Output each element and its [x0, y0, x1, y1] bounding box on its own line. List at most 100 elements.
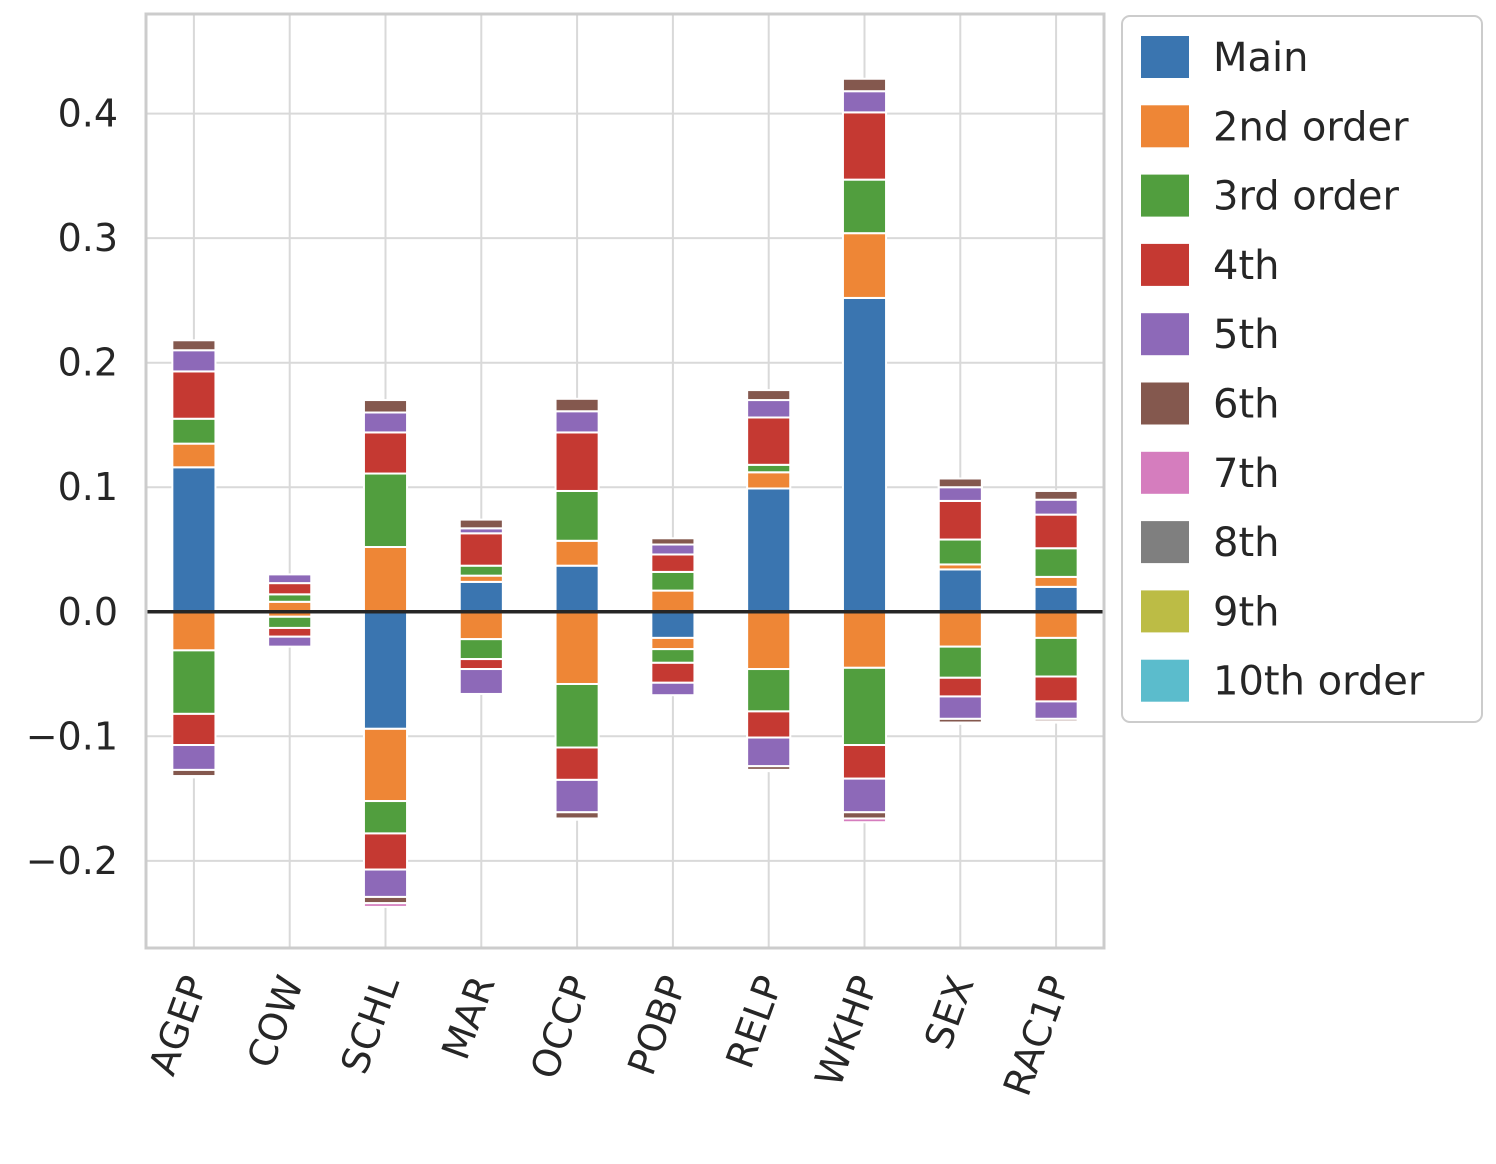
- bar-segment-occp-5-pos: [554, 397, 600, 413]
- bar-segment-relp-1-pos: [746, 471, 792, 490]
- axes-frame: [144, 12, 1106, 950]
- bar-segment-pobp-0-neg: [650, 610, 696, 639]
- bar-segment-agep-1-neg: [171, 610, 217, 652]
- bar-segment-agep-3-pos: [171, 370, 217, 420]
- y-tick-label: 0.4: [58, 92, 118, 136]
- legend-label-6: 7th: [1213, 451, 1279, 497]
- legend-label-1: 2nd order: [1213, 104, 1409, 150]
- legend-swatch-5: [1141, 382, 1189, 425]
- bar-segment-sex-3-neg: [937, 676, 983, 698]
- bar-segment-mar-3-neg: [458, 658, 504, 671]
- bar-segment-wkhp-3-neg: [841, 744, 888, 780]
- bar-segment-wkhp-5-pos: [841, 77, 888, 93]
- y-tick-label: 0.3: [58, 216, 118, 260]
- bar-segment-rac1p-4-neg: [1033, 700, 1079, 720]
- x-tick-label-wkhp: WKHP: [807, 970, 887, 1092]
- legend-swatch-9: [1141, 659, 1189, 702]
- bar-segment-occp-3-neg: [554, 746, 600, 781]
- bar-segment-wkhp-3-pos: [841, 111, 888, 181]
- bar-segment-occp-4-pos: [554, 410, 600, 434]
- bar-segment-agep-2-neg: [171, 649, 217, 715]
- bar-segment-relp-3-pos: [746, 416, 792, 466]
- bar-segment-mar-2-neg: [458, 638, 504, 661]
- bar-segment-occp-1-pos: [554, 539, 600, 567]
- legend-label-2: 3rd order: [1213, 174, 1400, 220]
- legend-swatch-8: [1141, 590, 1189, 633]
- bar-segment-rac1p-2-neg: [1033, 636, 1079, 678]
- bar-segment-mar-1-neg: [458, 610, 504, 641]
- bar-segment-agep-4-neg: [171, 744, 217, 771]
- x-tick-label-sex: SEX: [916, 970, 983, 1055]
- bar-segment-occp-1-neg: [554, 610, 600, 685]
- bar-segment-relp-4-neg: [746, 736, 792, 768]
- bar-segment-rac1p-3-pos: [1033, 513, 1079, 550]
- bar-segment-wkhp-4-pos: [841, 90, 888, 114]
- bar-segment-wkhp-6-neg: [841, 817, 888, 824]
- legend-label-4: 5th: [1213, 312, 1279, 358]
- x-tick-label-agep: AGEP: [140, 970, 216, 1081]
- bar-segment-relp-2-pos: [746, 463, 792, 474]
- bar-segment-pobp-5-pos: [650, 537, 696, 546]
- y-tick-labels: −0.2 −0.1 0.0 0.1 0.2 0.3 0.4: [26, 92, 118, 883]
- legend-label-3: 4th: [1213, 243, 1279, 289]
- bar-segment-agep-5-pos: [171, 339, 217, 352]
- bar-segment-occp-2-pos: [554, 489, 600, 542]
- bar-segment-relp-0-pos: [746, 487, 792, 613]
- bars: [171, 77, 1079, 908]
- bar-segment-wkhp-1-pos: [841, 232, 888, 299]
- legend-swatch-4: [1141, 313, 1189, 356]
- legend-label-8: 9th: [1213, 589, 1279, 635]
- bar-segment-rac1p-2-pos: [1033, 547, 1079, 578]
- legend-swatch-1: [1141, 105, 1189, 148]
- bar-segment-agep-6-neg: [171, 775, 217, 779]
- bar-segment-rac1p-4-pos: [1033, 498, 1079, 516]
- legend-swatch-0: [1141, 36, 1189, 78]
- bar-segment-schl-0-neg: [362, 610, 409, 730]
- bar-segment-relp-1-neg: [746, 610, 792, 671]
- bar-segment-schl-4-neg: [362, 868, 409, 898]
- bar-segment-pobp-1-pos: [650, 589, 696, 613]
- y-tick-label: −0.2: [26, 839, 118, 883]
- bar-segment-agep-2-pos: [171, 417, 217, 445]
- x-tick-label-relp: RELP: [717, 970, 791, 1074]
- bar-segment-occp-4-neg: [554, 778, 600, 814]
- bar-segment-relp-4-pos: [746, 399, 792, 419]
- x-tick-label-pobp: POBP: [619, 970, 695, 1081]
- bar-segment-occp-0-pos: [554, 564, 600, 613]
- bar-segment-sex-1-neg: [937, 610, 983, 648]
- bar-segment-mar-4-neg: [458, 668, 504, 695]
- bar-segment-pobp-4-neg: [650, 681, 696, 697]
- bar-segment-cow-4-pos: [267, 573, 313, 585]
- bar-segment-relp-3-neg: [746, 710, 792, 739]
- bar-segment-sex-3-pos: [937, 499, 983, 541]
- legend-label-9: 10th order: [1213, 659, 1425, 705]
- bar-segment-relp-2-neg: [746, 668, 792, 713]
- bar-segment-agep-3-neg: [171, 712, 217, 747]
- x-tick-labels: AGEP COW SCHL MAR OCCP POBP RELP WKHP SEX RAC1P: [140, 970, 1078, 1101]
- bar-segment-pobp-2-pos: [650, 570, 696, 592]
- bar-segment-sex-4-pos: [937, 486, 983, 502]
- bar-segment-schl-1-neg: [362, 727, 409, 803]
- legend: Main 2nd order 3rd order 4th 5th 6th 7th 8th 9th…: [1121, 15, 1483, 723]
- legend-label-7: 8th: [1213, 520, 1279, 566]
- bar-segment-schl-1-pos: [362, 546, 409, 613]
- bar-segment-rac1p-0-pos: [1033, 585, 1079, 613]
- bar-segment-sex-0-pos: [937, 568, 983, 613]
- legend-label-0: Main: [1213, 35, 1309, 81]
- bar-segment-sex-2-pos: [937, 538, 983, 566]
- bar-segment-occp-6-neg: [554, 817, 600, 821]
- bar-segment-cow-2-pos: [267, 593, 313, 603]
- bar-segment-rac1p-1-pos: [1033, 575, 1079, 588]
- bar-segment-mar-2-pos: [458, 564, 504, 577]
- bar-segment-wkhp-1-neg: [841, 610, 888, 669]
- bar-segment-wkhp-2-neg: [841, 666, 888, 747]
- y-tick-label: 0.1: [58, 465, 118, 509]
- x-tick-label-mar: MAR: [433, 970, 503, 1065]
- bar-segment-schl-6-neg: [362, 902, 409, 908]
- y-tick-label: 0.2: [58, 341, 118, 385]
- bar-segment-rac1p-5-pos: [1033, 489, 1079, 501]
- bar-segment-schl-3-pos: [362, 431, 409, 475]
- bar-segment-cow-2-neg: [267, 615, 313, 629]
- bar-segment-rac1p-6-neg: [1033, 720, 1079, 724]
